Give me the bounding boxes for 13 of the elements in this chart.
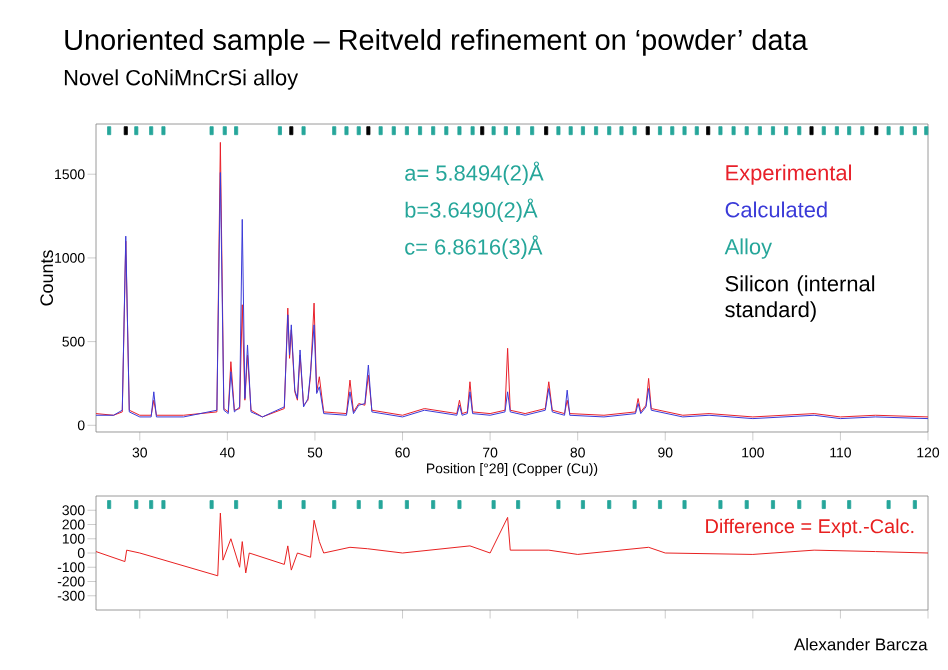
text: Calculated: [725, 201, 827, 218]
text: Alexander Barcza: [793, 637, 928, 651]
chart-subtitle: Novel CoNiMnCrSi alloy: [64, 69, 299, 90]
chart-title: Unoriented sample – Reitveld refinement on ‘powder’ data: [65, 28, 808, 56]
text: Experimental: [726, 164, 851, 185]
text: Silicon (internal standard): [725, 275, 875, 322]
annotation: Difference = Expt.-Calc.: [706, 518, 914, 538]
annotation: a= 5.8494(2)Å: [405, 161, 544, 186]
annotation: b=3.6490(2)Å: [405, 198, 538, 223]
line-series: [95, 512, 929, 577]
y-axis-title: Counts: [40, 250, 54, 306]
annotation: c= 6.8616(3)Å: [405, 235, 543, 260]
text: Alloy: [724, 238, 772, 259]
